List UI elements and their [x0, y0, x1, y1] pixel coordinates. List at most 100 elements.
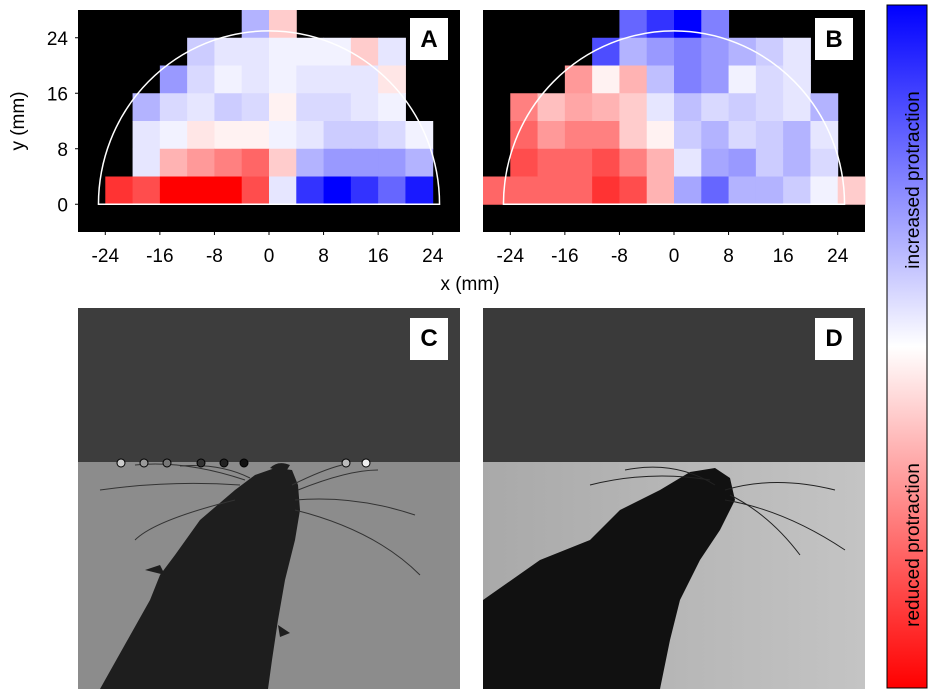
heatmap-cell — [756, 149, 784, 177]
heatmap-cell — [378, 66, 406, 94]
heatmap-cell — [378, 149, 406, 177]
heatmap-cell — [296, 93, 324, 121]
heatmap-cell — [729, 66, 757, 94]
x-tick-label: 24 — [422, 246, 444, 267]
x-tick-label: -8 — [206, 246, 223, 267]
heatmap-cell — [510, 93, 538, 121]
heatmap-cell — [269, 149, 297, 177]
x-tick-label: -8 — [611, 246, 628, 267]
heatmap-cell — [133, 93, 161, 121]
heatmap-cell — [214, 177, 242, 205]
heatmap-cell — [756, 93, 784, 121]
heatmap-cell — [674, 149, 702, 177]
heatmap-cell — [592, 66, 620, 94]
heatmap-cell — [187, 93, 215, 121]
x-tick-label: 8 — [318, 246, 329, 267]
x-tick-label: -16 — [551, 246, 578, 267]
heatmap-cell — [214, 149, 242, 177]
heatmap-cell — [296, 121, 324, 149]
heatmap-cell — [483, 177, 511, 205]
heatmap-cell — [701, 38, 729, 66]
heatmap-cell — [160, 121, 188, 149]
heatmap-cell — [674, 177, 702, 205]
y-tick-label: 0 — [57, 195, 68, 216]
heatmap-cell — [242, 149, 270, 177]
heatmap-cell — [405, 149, 433, 177]
heatmap-cell — [565, 66, 593, 94]
heatmap-cell — [351, 177, 379, 205]
heatmap-cell — [783, 93, 811, 121]
heatmap-cell — [133, 177, 161, 205]
heatmap-cell — [701, 121, 729, 149]
heatmap-cell — [187, 177, 215, 205]
heatmap-cell — [756, 121, 784, 149]
heatmap-cell — [674, 66, 702, 94]
heatmap-cell — [214, 38, 242, 66]
heatmap-cell — [214, 93, 242, 121]
heatmap-cell — [160, 177, 188, 205]
heatmap-cell — [783, 177, 811, 205]
heatmap-cell — [592, 93, 620, 121]
heatmap-cell — [324, 121, 352, 149]
y-tick-label: 16 — [47, 84, 68, 105]
heatmap-cell — [592, 177, 620, 205]
heatmap-cell — [783, 121, 811, 149]
heatmap-cell — [133, 121, 161, 149]
heatmap-cell — [378, 121, 406, 149]
heatmap-cell — [701, 177, 729, 205]
y-axis-label: y (mm) — [8, 91, 29, 150]
heatmap-cell — [378, 38, 406, 66]
heatmap-cell — [510, 149, 538, 177]
heatmap-cell — [647, 38, 675, 66]
heatmap-cell — [701, 66, 729, 94]
heatmap-cell — [756, 66, 784, 94]
heatmap-cell — [729, 121, 757, 149]
heatmap-cell — [187, 121, 215, 149]
heatmap-cell — [242, 66, 270, 94]
x-tick-label: 16 — [368, 246, 389, 267]
y-tick-label: 24 — [47, 29, 69, 50]
y-tick-label: 8 — [57, 140, 68, 161]
heatmap-cell — [647, 121, 675, 149]
heatmap-cell — [351, 93, 379, 121]
heatmap-cell — [351, 149, 379, 177]
heatmap-cell — [351, 121, 379, 149]
heatmap-cell — [324, 66, 352, 94]
heatmap-cell — [269, 10, 297, 38]
heatmap-cell — [810, 177, 838, 205]
heatmap-cell — [619, 121, 647, 149]
heatmap-cell — [269, 177, 297, 205]
heatmap-cell — [242, 121, 270, 149]
colorbar-label: reduced protraction — [903, 463, 924, 627]
heatmap-cell — [565, 93, 593, 121]
x-tick-label: 24 — [827, 246, 849, 267]
heatmap-cell — [756, 177, 784, 205]
panel-label: A — [420, 26, 437, 53]
heatmap-cell — [810, 149, 838, 177]
heatmap-cell — [619, 93, 647, 121]
heatmap-cell — [160, 66, 188, 94]
x-tick-label: -24 — [497, 246, 525, 267]
panel-label: B — [825, 26, 842, 53]
heatmap-cell — [296, 66, 324, 94]
heatmap-cell — [647, 66, 675, 94]
heatmap-cell — [619, 38, 647, 66]
heatmap-cell — [160, 93, 188, 121]
heatmap-cell — [160, 149, 188, 177]
x-tick-label: 8 — [723, 246, 734, 267]
figure: A-24-16-8081624081624x (mm)y (mm)B-24-16… — [0, 0, 928, 689]
x-axis-label: x (mm) — [440, 274, 499, 295]
heatmap-cell — [783, 38, 811, 66]
heatmap-cell — [674, 121, 702, 149]
heatmap-cell — [565, 149, 593, 177]
heatmap-cell — [538, 177, 566, 205]
panel-label: C — [420, 325, 437, 352]
heatmap-cell — [592, 121, 620, 149]
panel-label: D — [825, 325, 842, 352]
heatmap-cell — [647, 10, 675, 38]
heatmap-cell — [783, 149, 811, 177]
heatmap-cell — [324, 177, 352, 205]
heatmap-cell — [269, 93, 297, 121]
